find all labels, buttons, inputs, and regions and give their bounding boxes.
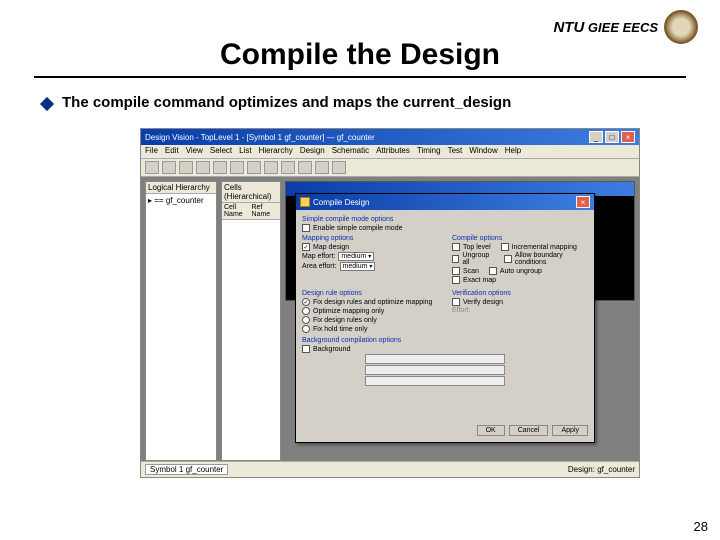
radio-fix-optimize[interactable] <box>302 298 310 306</box>
hierarchy-header: Logical Hierarchy <box>146 182 216 194</box>
menu-design[interactable]: Design <box>300 146 325 157</box>
menu-schematic[interactable]: Schematic <box>332 146 369 157</box>
compile-dialog: Compile Design × Simple compile mode opt… <box>295 193 595 443</box>
dialog-close-icon[interactable]: × <box>576 196 590 208</box>
bullet-text: The compile command optimizes and maps t… <box>62 94 511 111</box>
section-compile: Compile options <box>452 235 588 242</box>
toolbar-button[interactable] <box>145 161 159 174</box>
checkbox-autoungroup[interactable] <box>489 267 497 275</box>
menu-hierarchy[interactable]: Hierarchy <box>259 146 293 157</box>
statusbar: Symbol 1 gf_counter Design: gf_counter <box>141 461 639 477</box>
radio-optimize-only[interactable] <box>302 307 310 315</box>
toolbar-button[interactable] <box>196 161 210 174</box>
bullet-icon <box>40 97 54 111</box>
dialog-titlebar[interactable]: Compile Design × <box>296 194 594 210</box>
checkbox-simple-mode[interactable] <box>302 224 310 232</box>
slide-title: Compile the Design <box>0 38 720 72</box>
org-label: NTU GIEE EECS <box>553 19 658 36</box>
cancel-button[interactable]: Cancel <box>509 425 549 436</box>
minimize-icon[interactable]: _ <box>589 131 603 143</box>
toolbar-button[interactable] <box>281 161 295 174</box>
section-background: Background compilation options <box>302 337 588 344</box>
menu-select[interactable]: Select <box>210 146 232 157</box>
status-left-tab[interactable]: Symbol 1 gf_counter <box>145 464 228 475</box>
checkbox-map-design[interactable] <box>302 243 310 251</box>
menu-attributes[interactable]: Attributes <box>376 146 410 157</box>
radio-hold-only[interactable] <box>302 325 310 333</box>
toolbar-button[interactable] <box>179 161 193 174</box>
menubar[interactable]: File Edit View Select List Hierarchy Des… <box>141 145 639 159</box>
status-right: Design: gf_counter <box>568 465 635 474</box>
toolbar <box>141 159 639 177</box>
menu-edit[interactable]: Edit <box>165 146 179 157</box>
checkbox-boundary[interactable] <box>504 255 511 263</box>
toolbar-button[interactable] <box>298 161 312 174</box>
section-mapping: Mapping options <box>302 235 438 242</box>
checkbox-background[interactable] <box>302 345 310 353</box>
maximize-icon[interactable]: □ <box>605 131 619 143</box>
menu-view[interactable]: View <box>186 146 203 157</box>
bg-field-1[interactable] <box>365 354 505 364</box>
window-titlebar[interactable]: Design Vision - TopLevel 1 - [Symbol 1 g… <box>141 129 639 145</box>
toolbar-button[interactable] <box>315 161 329 174</box>
checkbox-scan[interactable] <box>452 267 460 275</box>
hierarchy-item[interactable]: ▸ == gf_counter <box>146 194 216 207</box>
toolbar-button[interactable] <box>213 161 227 174</box>
bg-field-3[interactable] <box>365 376 505 386</box>
section-designrule: Design rule options <box>302 290 438 297</box>
menu-test[interactable]: Test <box>448 146 463 157</box>
close-icon[interactable]: × <box>621 131 635 143</box>
checkbox-incremental[interactable] <box>501 243 509 251</box>
dropdown-map-effort[interactable]: medium <box>338 252 374 261</box>
section-simple: Simple compile mode options <box>302 216 588 223</box>
radio-fix-only[interactable] <box>302 316 310 324</box>
hierarchy-panel[interactable]: Logical Hierarchy ▸ == gf_counter <box>145 181 217 461</box>
menu-window[interactable]: Window <box>469 146 497 157</box>
dialog-title: Compile Design <box>313 198 369 207</box>
ok-button[interactable]: OK <box>477 425 505 436</box>
section-verify: Verification options <box>452 290 588 297</box>
toolbar-button[interactable] <box>264 161 278 174</box>
checkbox-verify[interactable] <box>452 298 460 306</box>
toolbar-button[interactable] <box>247 161 261 174</box>
apply-button[interactable]: Apply <box>552 425 588 436</box>
page-number: 28 <box>694 519 708 534</box>
bullet-row: The compile command optimizes and maps t… <box>42 94 690 111</box>
app-window: Design Vision - TopLevel 1 - [Symbol 1 g… <box>140 128 640 478</box>
dropdown-area-effort[interactable]: medium <box>340 262 376 271</box>
menu-help[interactable]: Help <box>505 146 521 157</box>
cells-header: Cells (Hierarchical) <box>222 182 280 203</box>
menu-timing[interactable]: Timing <box>417 146 441 157</box>
cells-panel[interactable]: Cells (Hierarchical) Cell Name Ref Name <box>221 181 281 461</box>
title-rule <box>34 76 686 78</box>
cells-columns: Cell Name Ref Name <box>222 203 280 220</box>
bg-field-2[interactable] <box>365 365 505 375</box>
checkbox-ungroup[interactable] <box>452 255 459 263</box>
checkbox-toplevel[interactable] <box>452 243 460 251</box>
window-title: Design Vision - TopLevel 1 - [Symbol 1 g… <box>145 133 375 142</box>
dialog-icon <box>300 197 310 207</box>
toolbar-button[interactable] <box>332 161 346 174</box>
checkbox-exact[interactable] <box>452 276 460 284</box>
toolbar-button[interactable] <box>162 161 176 174</box>
menu-file[interactable]: File <box>145 146 158 157</box>
toolbar-button[interactable] <box>230 161 244 174</box>
menu-list[interactable]: List <box>239 146 251 157</box>
